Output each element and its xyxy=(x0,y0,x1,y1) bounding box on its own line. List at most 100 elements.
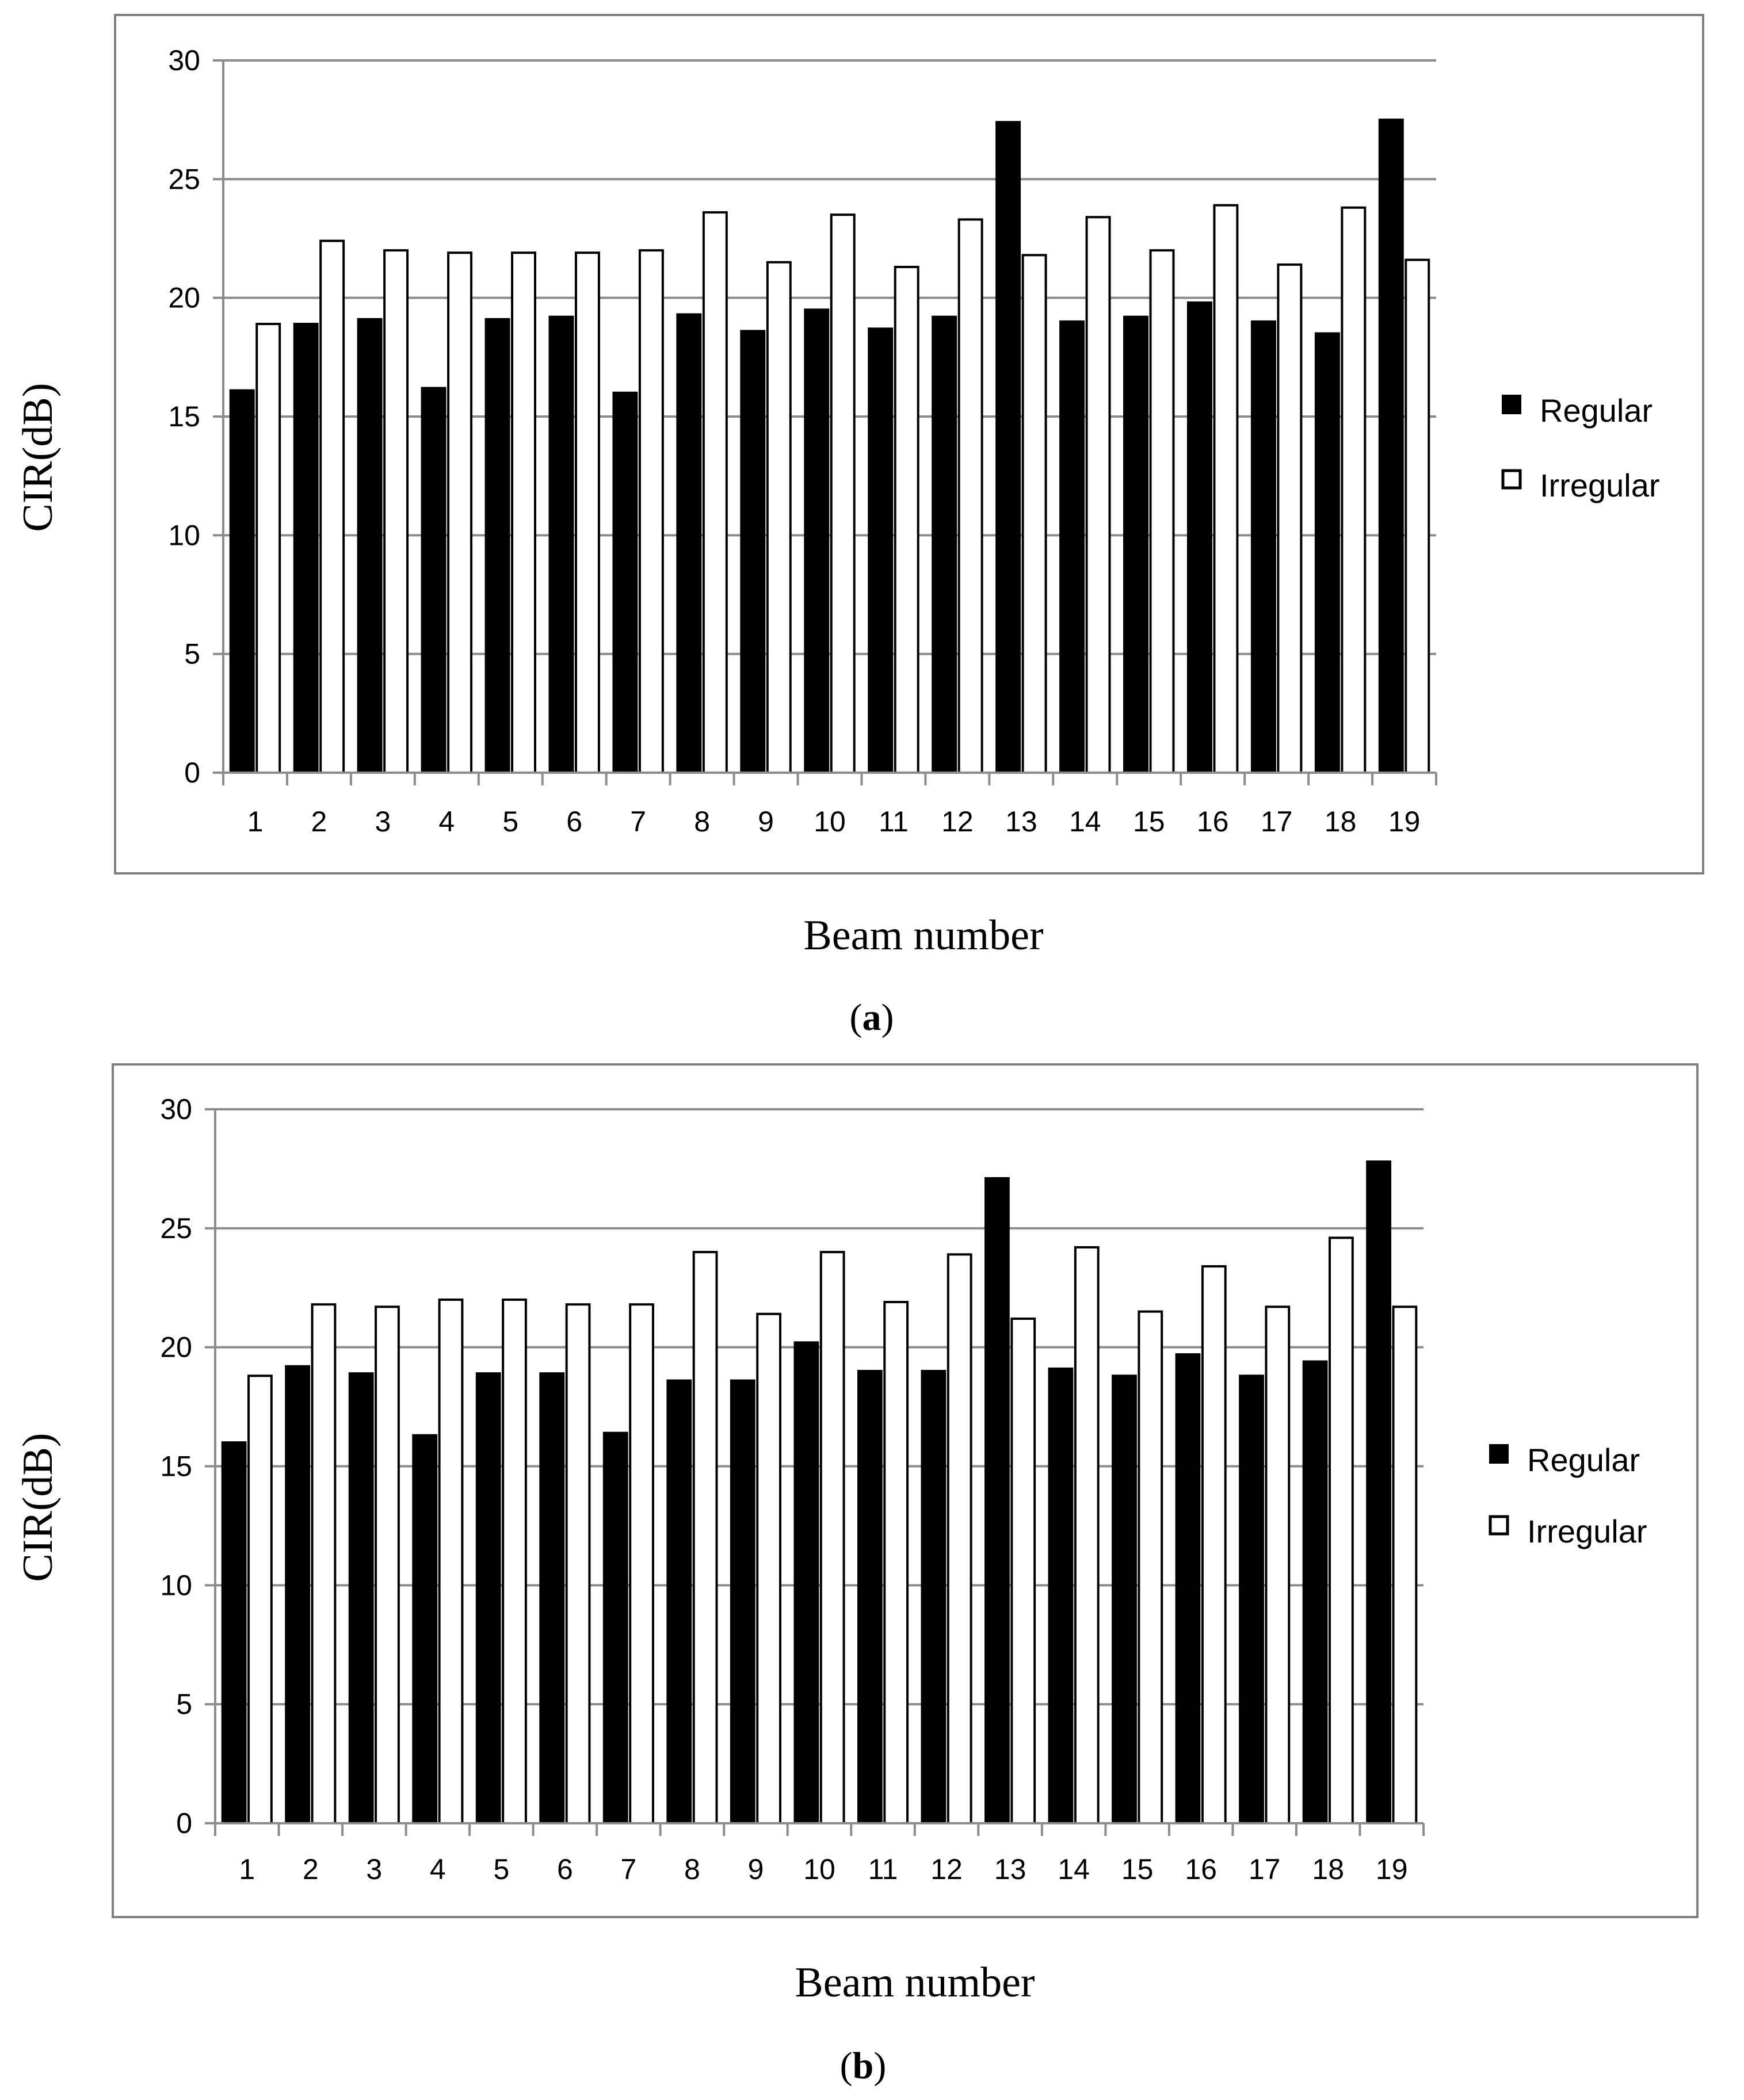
chart-b-x-tick-labels: 1 2 3 4 5 6 7 8 9 10 11 12 13 14 15 16 17 18 19 xyxy=(239,1853,1407,1885)
chart-a-bar-irregular-18 xyxy=(1341,206,1367,774)
chart-b-x-tick-7: 7 xyxy=(621,1853,637,1885)
chart-a-x-tick-labels: 1 2 3 4 5 6 7 8 9 10 11 12 13 14 15 16 17 18 19 xyxy=(247,805,1421,838)
chart-b-bar-regular-5 xyxy=(475,1372,501,1824)
chart-b-bar-irregular-6 xyxy=(565,1303,591,1825)
chart-b-bar-regular-17 xyxy=(1239,1374,1264,1824)
chart-a-bar-irregular-7 xyxy=(638,249,664,774)
chart-b-bar-regular-9 xyxy=(730,1379,755,1825)
chart-b-y-tick-labels: 0 5 10 15 20 25 30 xyxy=(160,1093,192,1839)
chart-b-bar-regular-16 xyxy=(1175,1353,1201,1824)
chart-a-bar-regular-15 xyxy=(1123,315,1148,774)
chart-b-legend-label-irregular: Irregular xyxy=(1527,1513,1647,1549)
chart-b-caption-close: ) xyxy=(873,2045,886,2087)
chart-b-x-tick-12: 12 xyxy=(930,1853,963,1885)
chart-b-bar-regular-18 xyxy=(1302,1360,1328,1824)
chart-b-bar-irregular-12 xyxy=(947,1253,972,1824)
chart-b-legend-swatch-regular xyxy=(1489,1444,1509,1464)
chart-a-y-tick-30: 30 xyxy=(168,44,200,77)
chart-a-y-tick-labels: 0 5 10 15 20 25 30 xyxy=(168,44,200,789)
chart-b-bar-regular-13 xyxy=(984,1177,1010,1824)
chart-b-x-tick-11: 11 xyxy=(868,1853,898,1885)
chart-a-x-tick-1: 1 xyxy=(247,805,264,838)
chart-b-x-tick-17: 17 xyxy=(1249,1853,1281,1885)
chart-b-x-tick-18: 18 xyxy=(1312,1853,1344,1885)
chart-b-bar-irregular-11 xyxy=(883,1301,909,1825)
chart-a-x-axis-title: Beam number xyxy=(803,912,1043,959)
chart-b-bar-irregular-15 xyxy=(1138,1310,1163,1825)
chart-a-x-tick-19: 19 xyxy=(1388,805,1421,838)
chart-a-bar-regular-18 xyxy=(1314,332,1340,774)
chart-a-bar-irregular-15 xyxy=(1149,249,1175,774)
chart-a-bar-regular-7 xyxy=(612,391,638,774)
chart-b-y-tick-15: 15 xyxy=(160,1450,192,1483)
chart-b-x-tick-16: 16 xyxy=(1185,1853,1217,1885)
chart-a-axes xyxy=(213,59,1437,785)
chart-a-bar-irregular-12 xyxy=(957,218,983,774)
chart-a-x-tick-3: 3 xyxy=(375,805,391,838)
chart-b-legend-label-regular: Regular xyxy=(1527,1442,1640,1478)
chart-b-legend-swatch-irregular xyxy=(1489,1515,1509,1536)
chart-b-bar-irregular-18 xyxy=(1328,1236,1354,1824)
chart-b-x-tick-2: 2 xyxy=(303,1853,319,1885)
chart-b-y-tick-0: 0 xyxy=(176,1807,192,1839)
chart-a-x-tick-10: 10 xyxy=(814,805,846,838)
chart-a-bar-regular-16 xyxy=(1186,301,1212,774)
chart-b-y-tick-5: 5 xyxy=(176,1688,192,1720)
chart-b-bar-regular-1 xyxy=(221,1441,247,1824)
chart-b-bar-regular-14 xyxy=(1048,1367,1074,1825)
chart-a-bar-regular-6 xyxy=(548,315,574,774)
chart-b-x-tick-19: 19 xyxy=(1376,1853,1408,1885)
chart-a-x-tick-6: 6 xyxy=(566,805,582,838)
chart-a-x-tick-12: 12 xyxy=(941,805,974,838)
chart-b-x-tick-4: 4 xyxy=(430,1853,446,1885)
chart-b-bar-regular-4 xyxy=(412,1434,438,1825)
chart-b-bar-irregular-17 xyxy=(1265,1305,1291,1824)
chart-b-caption-letter: b xyxy=(853,2045,874,2087)
chart-b-bar-irregular-9 xyxy=(756,1312,782,1825)
chart-a-legend-swatch-regular xyxy=(1502,395,1521,414)
chart-a-legend-swatch-irregular xyxy=(1501,469,1522,490)
chart-a-x-tick-14: 14 xyxy=(1069,805,1101,838)
chart-a-bar-regular-4 xyxy=(421,387,447,774)
chart-a-bar-irregular-14 xyxy=(1085,216,1111,774)
chart-b-x-tick-6: 6 xyxy=(557,1853,573,1885)
chart-b-x-tick-5: 5 xyxy=(493,1853,509,1885)
chart-b-y-tick-20: 20 xyxy=(160,1331,192,1364)
chart-a-caption: (a) xyxy=(850,996,894,1038)
chart-b-x-tick-9: 9 xyxy=(748,1853,764,1885)
chart-b-x-tick-8: 8 xyxy=(684,1853,700,1885)
chart-b-y-tick-30: 30 xyxy=(160,1093,192,1125)
chart-a-bar-regular-9 xyxy=(740,330,766,774)
chart-b-x-axis-title: Beam number xyxy=(795,1959,1035,2006)
chart-a-legend-label-regular: Regular xyxy=(1540,392,1653,429)
chart-b-legend: Regular Irregular xyxy=(1489,1442,1647,1549)
chart-b-bar-regular-15 xyxy=(1112,1374,1137,1824)
chart-b-y-tick-25: 25 xyxy=(160,1212,192,1244)
chart-b-bar-regular-6 xyxy=(539,1372,565,1824)
chart-b-bar-irregular-5 xyxy=(502,1298,527,1824)
chart-a-bar-irregular-10 xyxy=(830,213,856,774)
chart-b-x-tick-3: 3 xyxy=(366,1853,382,1885)
chart-a-bar-regular-17 xyxy=(1250,320,1276,774)
chart-a-y-tick-0: 0 xyxy=(184,757,200,789)
chart-a-y-tick-10: 10 xyxy=(168,519,200,551)
chart-a-bar-irregular-3 xyxy=(383,249,409,774)
chart-b-x-tick-13: 13 xyxy=(994,1853,1026,1885)
chart-b-bar-regular-8 xyxy=(666,1379,692,1825)
chart-a-x-tick-18: 18 xyxy=(1325,805,1357,838)
chart-b-bar-irregular-10 xyxy=(819,1251,845,1824)
chart-b-bar-regular-11 xyxy=(857,1370,883,1825)
chart-a-bar-regular-8 xyxy=(676,313,702,774)
chart-b-bar-regular-7 xyxy=(602,1431,628,1824)
chart-b-bars xyxy=(221,1160,1418,1825)
chart-b-bar-irregular-4 xyxy=(438,1298,464,1824)
chart-a-x-tick-9: 9 xyxy=(758,805,774,838)
chart-a-bar-irregular-19 xyxy=(1405,258,1430,774)
chart-b-caption-open: ( xyxy=(840,2045,853,2087)
chart-b-bar-irregular-19 xyxy=(1392,1305,1418,1824)
chart-b-x-tick-10: 10 xyxy=(803,1853,835,1885)
chart-b-bar-irregular-14 xyxy=(1074,1246,1100,1825)
chart-b-bar-regular-10 xyxy=(793,1341,819,1824)
